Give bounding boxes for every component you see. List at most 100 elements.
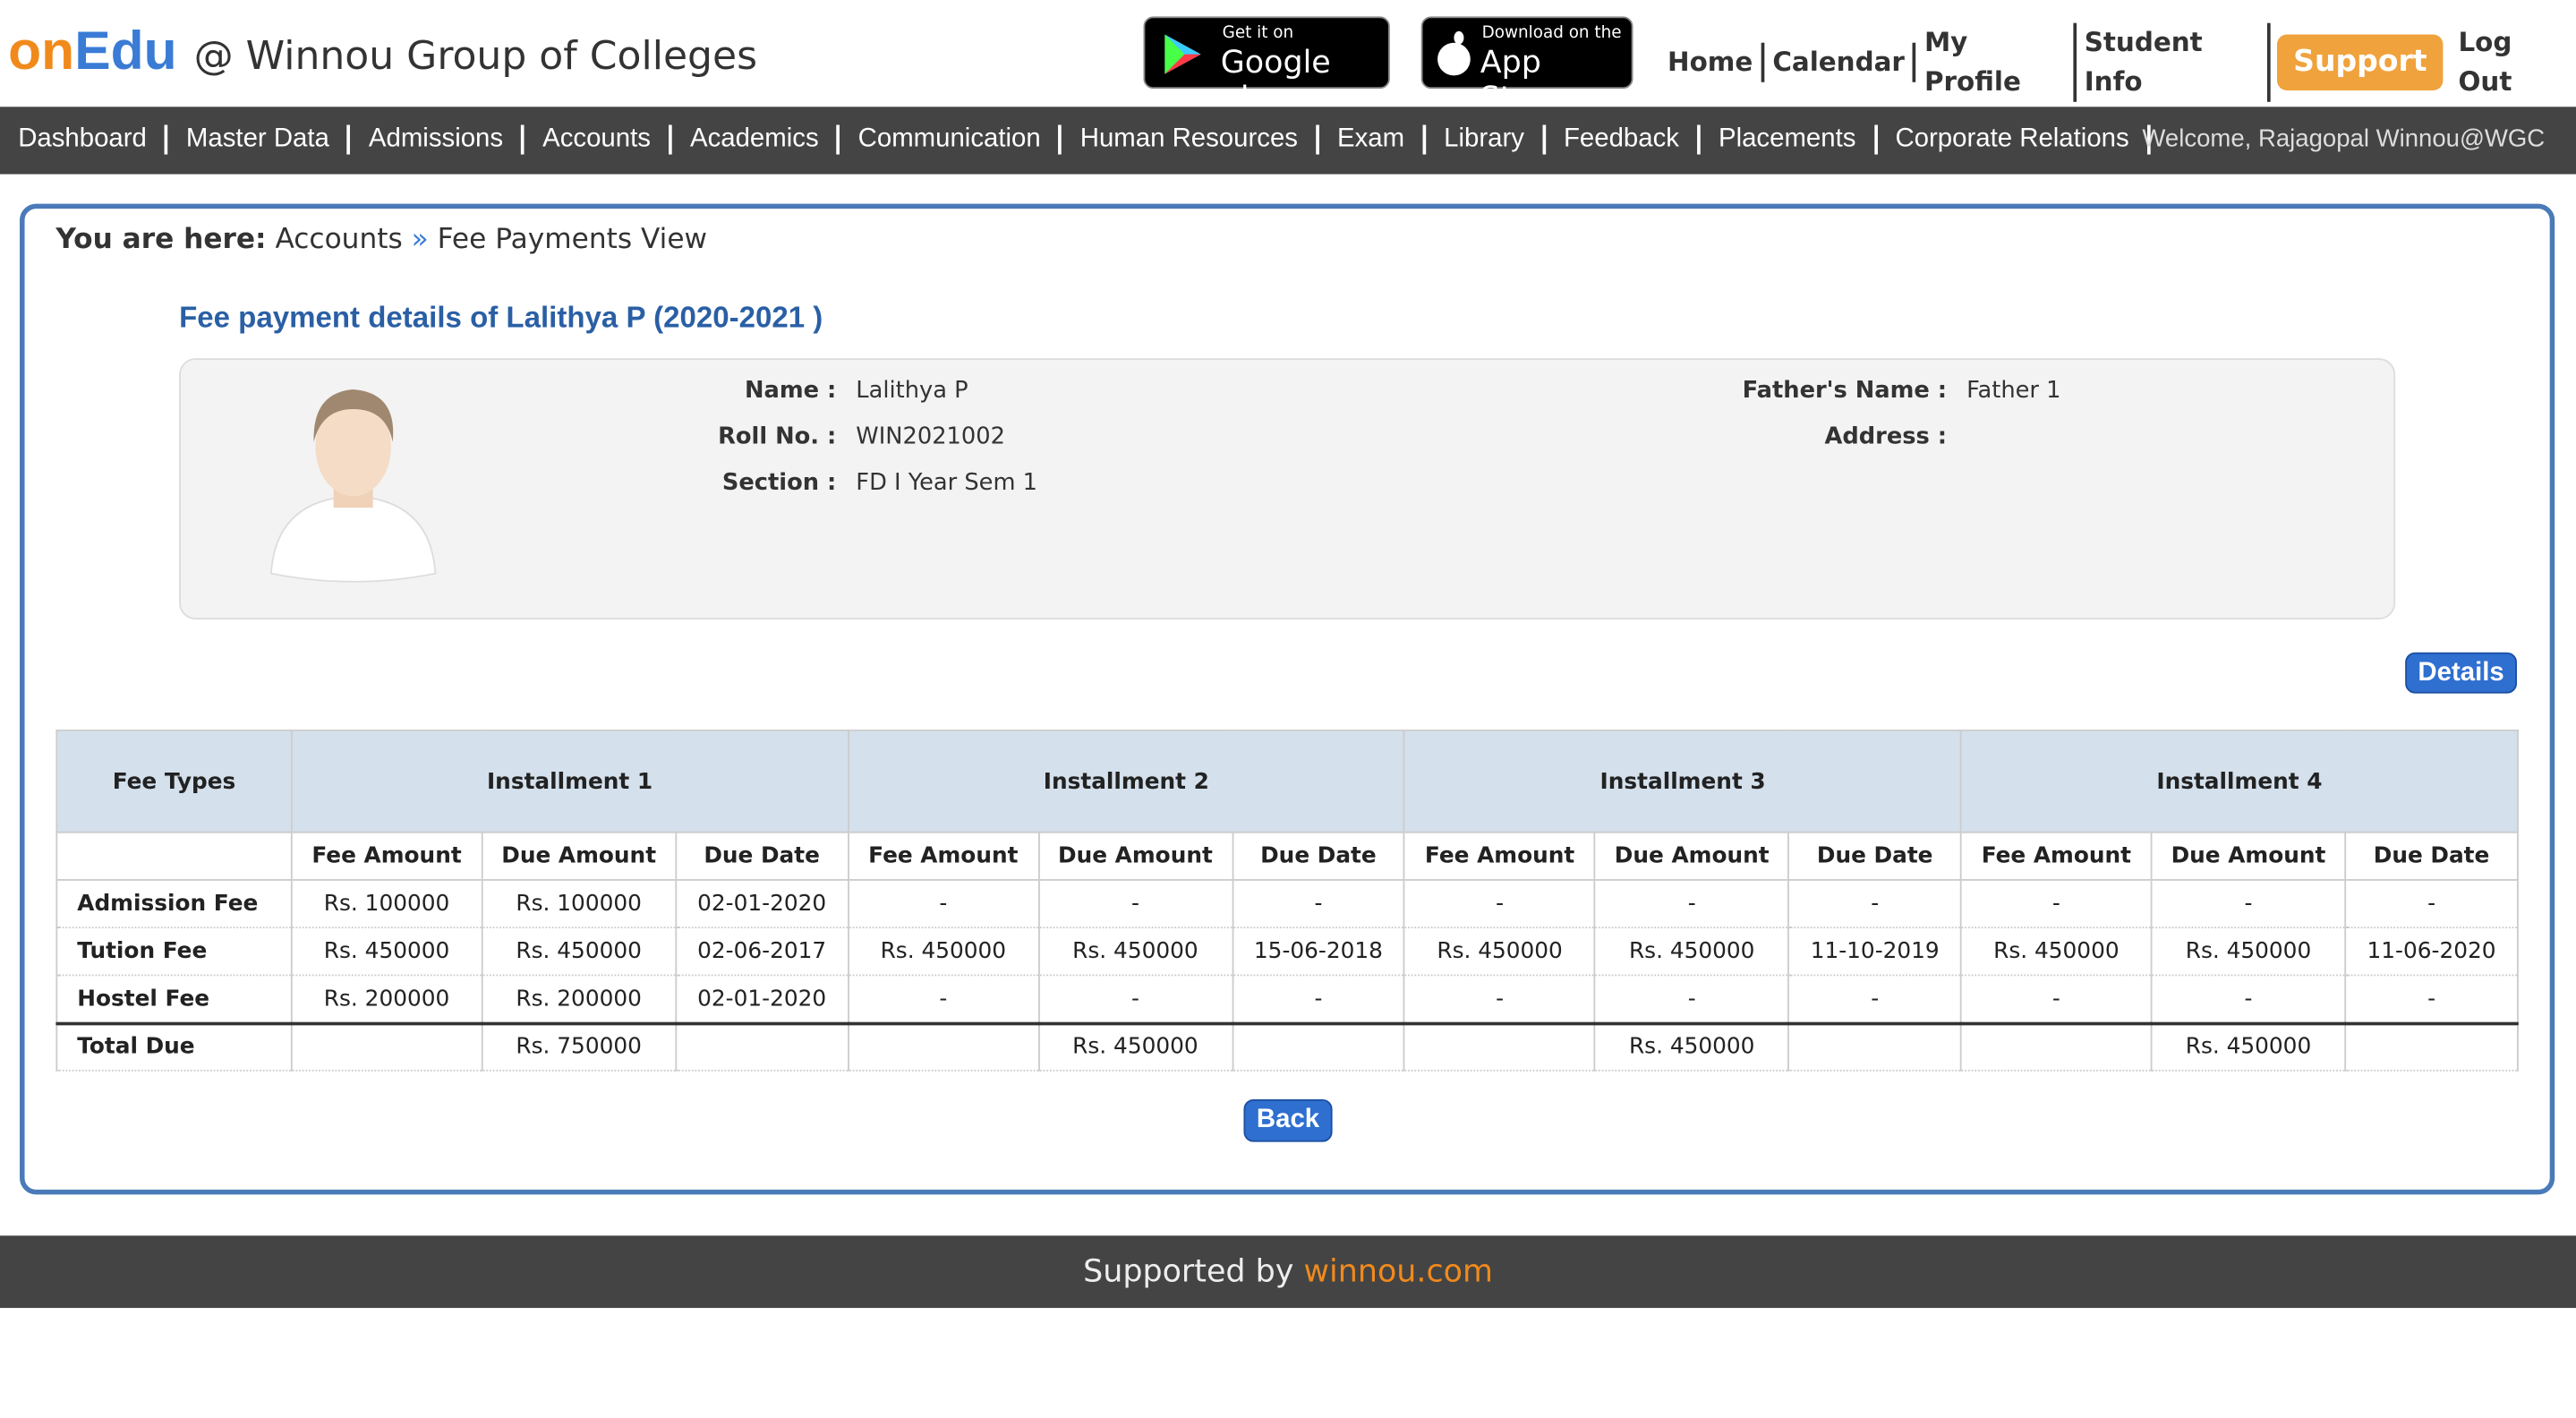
top-link[interactable]: Log Out [2458, 26, 2512, 98]
google-play[interactable]: Get it on Google play [1143, 16, 1390, 116]
app-store[interactable]: Download on the App Store [1420, 16, 1633, 116]
table-cell: 02-01-2020 [674, 878, 849, 929]
badge-big: App Store [1480, 44, 1563, 117]
table-cell: Rs. 100000 [481, 878, 677, 929]
logo[interactable]: onEdu [8, 20, 176, 82]
table-cell: - [2344, 974, 2519, 1024]
top-link[interactable]: My Profile [1916, 22, 2077, 102]
table-cell: Rs. 450000 [2150, 927, 2347, 977]
table-cell: Rs. 450000 [847, 927, 1040, 977]
table-cell: - [1960, 878, 2153, 929]
subheader-cell: Fee Amount [1403, 831, 1596, 881]
table-cell: - [1960, 974, 2153, 1024]
header-cell: Installment 4 [1960, 729, 2519, 833]
table-cell: Rs. 450000 [1403, 927, 1596, 977]
table-cell [674, 1021, 849, 1072]
field-label: Section : [721, 469, 837, 497]
table-row: Admission Fee Rs. 100000 Rs. 100000 02-01-2… [55, 878, 2519, 929]
table-cell: Admission Fee [55, 878, 293, 929]
table-cell [290, 1021, 483, 1072]
footer-text: Supported by [1083, 1253, 1294, 1290]
nav-item[interactable]: Dashboard [0, 124, 168, 155]
table-cell: - [847, 974, 1040, 1024]
top-link[interactable]: Support [2276, 34, 2444, 90]
table-cell: - [1787, 974, 1962, 1024]
table-cell: - [1403, 878, 1596, 929]
nav-bar: Dashboard Master Data Admissions Accounts Ac… [0, 107, 2576, 175]
nav-item[interactable]: Human Resources [1062, 124, 1319, 155]
table-cell: - [1787, 878, 1962, 929]
bc-item: Fee Payments View [437, 223, 708, 257]
field-label: Name : [744, 378, 837, 405]
table-cell: - [1037, 974, 1233, 1024]
details-button[interactable]: Details [2405, 652, 2517, 694]
nav-item[interactable]: Accounts [525, 124, 672, 155]
table-cell: 02-06-2017 [674, 927, 849, 977]
table-cell: Rs. 450000 [290, 927, 483, 977]
table-cell: - [1037, 878, 1233, 929]
subheader-cell: Due Date [1231, 831, 1406, 881]
field-label: Roll No. : [718, 423, 837, 450]
subheader-cell: Due Date [2344, 831, 2519, 881]
top-link[interactable]: Calendar [1764, 42, 1916, 82]
subheader-cell: Fee Amount [290, 831, 483, 881]
header-row: Fee Types Installment 1 Installment 2 Insta… [55, 729, 2519, 833]
header-cell: Installment 3 [1403, 729, 1962, 833]
table-cell: - [1403, 974, 1596, 1024]
apple-icon [1437, 30, 1471, 76]
nav-item[interactable]: Library [1426, 124, 1546, 155]
nav-item[interactable]: Academics [672, 124, 840, 155]
org-name: @ Winnou Group of Colleges [193, 32, 758, 80]
nav-item[interactable]: Placements [1701, 124, 1878, 155]
table-cell: Total Due [55, 1021, 293, 1072]
field-label: Father's Name : [1742, 378, 1948, 405]
logo-on: on [8, 20, 75, 81]
table-cell: Rs. 450000 [1960, 927, 2153, 977]
table-cell: - [1231, 974, 1406, 1024]
table-cell: 15-06-2018 [1231, 927, 1406, 977]
field-value: WIN2021002 [856, 423, 1005, 450]
table-cell: Rs. 100000 [290, 878, 483, 929]
table-cell: Rs. 450000 [1594, 927, 1790, 977]
breadcrumb: You are here: Accounts » Fee Payments Vi… [55, 224, 707, 257]
top-link[interactable]: Home [1659, 42, 1765, 82]
subheader-cell: Fee Amount [1960, 831, 2153, 881]
subheader-cell: Due Amount [1037, 831, 1233, 881]
subheader-cell: Due Amount [481, 831, 677, 881]
table-cell [1231, 1021, 1406, 1072]
table-cell: 02-01-2020 [674, 974, 849, 1024]
top-link[interactable]: Student Info [2077, 22, 2271, 102]
welcome: Welcome, Rajagopal Winnou@WGC [2142, 124, 2546, 153]
nav-item[interactable]: Corporate Relations [1877, 124, 2151, 155]
bc-sep: » [411, 223, 429, 257]
subheader-cell: Due Date [674, 831, 849, 881]
field-label: Address : [1824, 423, 1948, 450]
table-cell [847, 1021, 1040, 1072]
footer-link[interactable]: winnou.com [1303, 1253, 1493, 1290]
nav-item[interactable]: Master Data [168, 124, 351, 155]
table-cell: 11-06-2020 [2344, 927, 2519, 977]
logo-edu: Edu [74, 20, 177, 81]
nav-item[interactable]: Feedback [1546, 124, 1701, 155]
table-cell: Rs. 200000 [290, 974, 483, 1024]
fee-table: Fee Types Installment 1 Installment 2 Insta… [55, 729, 2519, 1072]
avatar [269, 389, 437, 583]
bc-item[interactable]: Accounts [275, 223, 403, 257]
nav-item[interactable]: Exam [1319, 124, 1426, 155]
nav-items: Dashboard Master Data Admissions Accounts Ac… [0, 124, 2151, 155]
bc-label: You are here: [55, 223, 267, 257]
table-cell: - [1231, 878, 1406, 929]
field-value: Lalithya P [856, 378, 968, 405]
nav-item[interactable]: Admissions [351, 124, 525, 155]
table-cell: Rs. 450000 [1037, 927, 1233, 977]
nav-item[interactable]: Communication [840, 124, 1062, 155]
badge-small: Get it on [1222, 24, 1294, 43]
table-cell: - [1594, 878, 1790, 929]
top-links: Home Calendar My Profile Student Info Suppor… [1659, 22, 2576, 102]
play-icon [1164, 34, 1201, 74]
table-cell: Rs. 450000 [2150, 1021, 2347, 1072]
footer: Supported by winnou.com [0, 1235, 2576, 1309]
table-cell: Rs. 450000 [481, 927, 677, 977]
back-button[interactable]: Back [1243, 1098, 1333, 1142]
table-cell: - [2344, 878, 2519, 929]
